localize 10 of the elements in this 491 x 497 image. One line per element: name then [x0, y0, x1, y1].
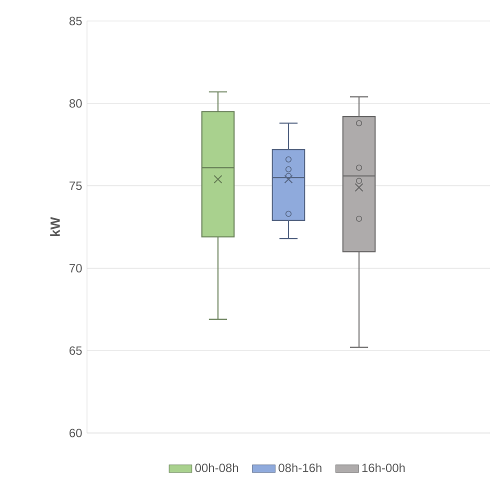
legend-label: 16h-00h [362, 463, 405, 472]
y-axis-title: kW [50, 217, 60, 236]
legend-label: 08h-16h [278, 463, 322, 472]
y-tick-label: 80 [69, 99, 82, 108]
y-tick-label: 75 [70, 182, 82, 190]
y-tick-label: 85 [69, 16, 82, 26]
legend-label: 00h-08h [195, 463, 238, 472]
y-tick-label: 70 [70, 264, 82, 272]
y-tick-label: 65 [70, 346, 82, 355]
y-tick-label: 60 [70, 428, 82, 438]
